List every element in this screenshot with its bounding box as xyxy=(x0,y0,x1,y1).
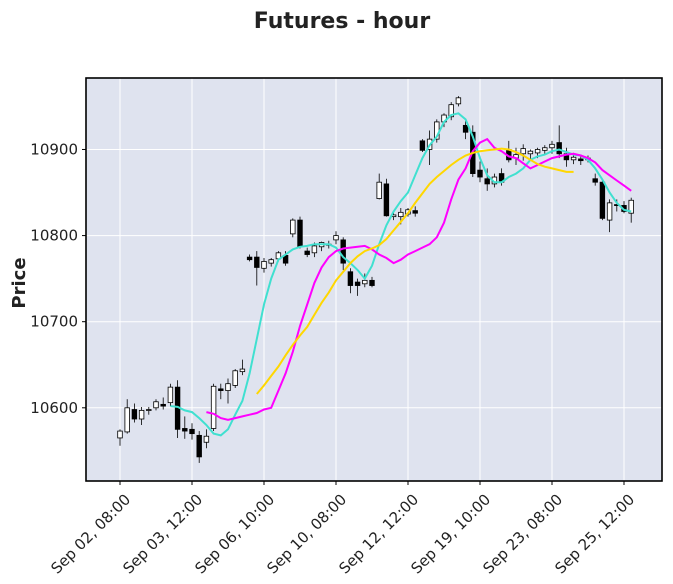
candle-body xyxy=(218,388,224,391)
candle-body xyxy=(383,183,390,217)
candle-body xyxy=(290,219,296,235)
candle-body xyxy=(462,124,469,133)
candle-body xyxy=(455,97,462,105)
candle-body xyxy=(542,147,548,151)
candle-body xyxy=(124,407,130,433)
candle-body xyxy=(189,428,195,435)
candle-body xyxy=(153,401,159,409)
candle-body xyxy=(347,271,354,286)
candle-body xyxy=(117,430,123,439)
candle-body xyxy=(556,142,562,155)
candle-body xyxy=(419,140,426,151)
candle-body xyxy=(520,148,526,155)
plot-area xyxy=(86,78,662,481)
candle-body xyxy=(182,428,188,432)
candle-body xyxy=(167,386,174,404)
candle-body xyxy=(333,235,339,241)
candle-body xyxy=(369,279,375,286)
candle-body xyxy=(376,181,382,199)
candle-body xyxy=(246,256,253,261)
candle-body xyxy=(340,239,346,264)
candle-body xyxy=(606,202,613,221)
y-tick-label: 10800 xyxy=(30,227,78,245)
ma-mid-line xyxy=(206,137,632,421)
candle-body xyxy=(527,150,534,155)
candle-body xyxy=(362,279,368,285)
y-tick-label: 10900 xyxy=(30,140,78,158)
y-axis-ticks: 10600 10700 10800 10900 xyxy=(30,140,86,417)
ma-slow-line xyxy=(256,147,574,395)
candles xyxy=(117,96,634,463)
candle-body xyxy=(138,409,145,420)
candle-body xyxy=(592,178,598,183)
moving-average-lines xyxy=(170,112,632,437)
candle-body xyxy=(297,219,303,248)
plot-frame xyxy=(85,77,663,482)
candle-body xyxy=(412,210,418,214)
candle-body xyxy=(484,178,490,185)
candle-body xyxy=(268,259,274,264)
candle-body xyxy=(203,435,210,443)
candle-body xyxy=(477,169,483,178)
candle-body xyxy=(354,281,361,286)
y-tick-label: 10600 xyxy=(30,399,78,417)
candle-body xyxy=(210,385,217,429)
candle-body xyxy=(131,409,138,420)
candle-body xyxy=(146,409,152,411)
candle-body xyxy=(254,256,260,268)
candle-body xyxy=(578,158,584,162)
chart-title: Futures - hour xyxy=(254,9,431,34)
y-tick-label: 10700 xyxy=(30,313,78,331)
candle-body xyxy=(311,245,318,254)
candle-body xyxy=(599,181,606,219)
candle-body xyxy=(225,383,231,391)
y-axis-label: Price xyxy=(9,257,30,308)
candle-body xyxy=(239,368,246,373)
candle-body xyxy=(448,104,454,118)
candle-body xyxy=(261,261,267,269)
candle-body xyxy=(549,143,555,149)
candle-body xyxy=(628,199,634,214)
candle-body xyxy=(232,370,238,386)
ma-fast-line xyxy=(170,112,632,437)
candle-body xyxy=(534,149,541,154)
candle-body xyxy=(304,250,310,255)
candle-body xyxy=(196,434,202,458)
candle-body xyxy=(570,156,577,161)
candle-body xyxy=(160,403,166,407)
candle-body xyxy=(398,211,404,218)
